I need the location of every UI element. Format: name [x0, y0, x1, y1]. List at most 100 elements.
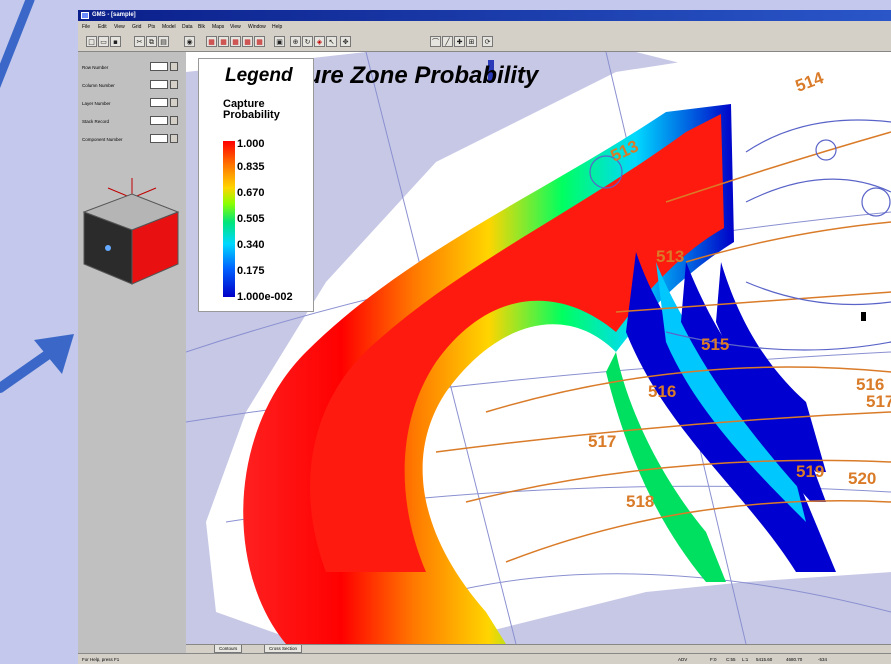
contour-line: [485, 366, 891, 413]
menu-item-file[interactable]: File: [82, 24, 91, 30]
tab-contours[interactable]: Contours: [214, 645, 243, 653]
line-tool-icon[interactable]: ╱: [442, 36, 453, 47]
field-label-row: Row Number: [82, 65, 109, 70]
frame-icon[interactable]: ▣: [274, 36, 285, 47]
point-tool-icon[interactable]: ✚: [454, 36, 465, 47]
well-symbol: [589, 155, 623, 189]
legend-tick: 0.835: [237, 161, 265, 173]
left-panel: Row Number Column Number Layer Number St…: [78, 52, 186, 650]
copy-icon[interactable]: ⧉: [146, 36, 157, 47]
menu-item-view[interactable]: View: [114, 24, 125, 30]
cut-icon[interactable]: ✂: [134, 36, 145, 47]
tab-cross-section[interactable]: Cross Section: [264, 645, 303, 653]
legend-caption: Capture Probability: [223, 98, 280, 121]
row-number-spinner[interactable]: [170, 62, 178, 71]
status-field: C:55: [726, 657, 736, 662]
row-number-input[interactable]: [150, 62, 168, 71]
toolbar: □ ▭ ▪ ✂ ⧉ ▤ ◉ ▦ ▦ ▦ ▦ ▦ ▣ ⊕ ↻ ◈ ↖ ✥ ⌒ ╱ …: [78, 33, 891, 52]
status-field: L:1: [742, 657, 749, 662]
menu-item-window[interactable]: Window: [248, 24, 266, 30]
menu-item-data[interactable]: Data: [182, 24, 193, 30]
window-title: GMS - [sample]: [92, 12, 136, 18]
legend: Legend Capture Probability 1.000 0.835 0…: [198, 58, 314, 312]
zoom-icon[interactable]: ⊕: [290, 36, 301, 47]
save-icon[interactable]: ▪: [110, 36, 121, 47]
menu-item-maps[interactable]: Maps: [212, 24, 225, 30]
select-icon[interactable]: ↖: [326, 36, 337, 47]
slide-arrow-top: [0, 0, 35, 89]
contour-line: [435, 411, 891, 453]
stack-record-spinner[interactable]: [170, 116, 178, 125]
contour-line: [615, 291, 891, 313]
menu-item-grid[interactable]: Grid: [132, 24, 142, 30]
contour-label: 520: [848, 469, 876, 488]
menu-bar: File Edit View Grid Pts Model Data Blk M…: [78, 21, 891, 33]
contour-label: 517: [588, 432, 616, 451]
contour-label: 515: [701, 335, 729, 354]
component-number-spinner[interactable]: [170, 134, 178, 143]
status-field: 4680.70: [786, 657, 803, 662]
refresh-icon[interactable]: ⟳: [482, 36, 493, 47]
map-icon[interactable]: ▦: [254, 36, 265, 47]
legend-tick: 0.670: [237, 187, 265, 199]
map-line: [665, 331, 891, 351]
column-number-input[interactable]: [150, 80, 168, 89]
menu-item-view2[interactable]: View: [230, 24, 241, 30]
slide-arrow-bottom: [0, 334, 74, 393]
field-label-layer: Layer Number: [82, 101, 111, 106]
pan-icon[interactable]: ✥: [340, 36, 351, 47]
capture-streak-5: [606, 352, 726, 582]
status-help-text: For Help, press F1: [82, 657, 120, 662]
legend-title: Legend: [225, 65, 293, 86]
menu-item-blk[interactable]: Blk: [198, 24, 205, 30]
grid-icon[interactable]: ▦: [206, 36, 217, 47]
menu-item-pts[interactable]: Pts: [148, 24, 156, 30]
measure-icon[interactable]: ⊞: [466, 36, 477, 47]
well-symbol: [815, 139, 837, 161]
contour-label: 517: [866, 392, 891, 411]
globe-icon[interactable]: ◉: [184, 36, 195, 47]
scatter-icon[interactable]: ▦: [230, 36, 241, 47]
map-line: [745, 281, 891, 306]
tab-bar: Contours Cross Section: [186, 644, 891, 653]
contour-line: [685, 221, 891, 263]
contour-label: 519: [796, 462, 824, 481]
contour-label: 516: [648, 382, 676, 401]
field-label-component: Component Number: [82, 137, 123, 142]
layer-number-spinner[interactable]: [170, 98, 178, 107]
legend-tick: 0.175: [237, 265, 265, 277]
new-icon[interactable]: □: [86, 36, 97, 47]
paste-icon[interactable]: ▤: [158, 36, 169, 47]
menu-item-edit[interactable]: Edit: [98, 24, 107, 30]
open-icon[interactable]: ▭: [98, 36, 109, 47]
contour-label: 518: [626, 492, 654, 511]
mesh-icon[interactable]: ▦: [218, 36, 229, 47]
field-label-column: Column Number: [82, 83, 115, 88]
orientation-cube-icon[interactable]: [80, 172, 184, 288]
well-marker: [861, 312, 866, 321]
menu-item-model[interactable]: Model: [162, 24, 176, 30]
layer-number-input[interactable]: [150, 98, 168, 107]
column-number-spinner[interactable]: [170, 80, 178, 89]
menu-item-help[interactable]: Help: [272, 24, 283, 30]
component-number-input[interactable]: [150, 134, 168, 143]
contour-tool-icon[interactable]: ⌒: [430, 36, 441, 47]
display-options-icon[interactable]: ◈: [314, 36, 325, 47]
rotate-icon[interactable]: ↻: [302, 36, 313, 47]
stack-record-input[interactable]: [150, 116, 168, 125]
title-bar[interactable]: GMS - [sample]: [78, 10, 891, 21]
well-marker: [488, 60, 494, 82]
borehole-icon[interactable]: ▦: [242, 36, 253, 47]
legend-tick: 0.340: [237, 239, 265, 251]
status-field: -534: [818, 657, 828, 662]
contour-line: [505, 500, 891, 563]
status-field: ADV: [678, 657, 688, 662]
legend-tick: 1.000: [237, 138, 265, 150]
map-line: [745, 119, 891, 153]
legend-tick: 1.000e-002: [237, 291, 293, 303]
contour-line: [665, 131, 891, 203]
status-field: F:0: [710, 657, 717, 662]
app-icon: [81, 12, 89, 19]
capture-zone-map: 514 513 513 515 516 517 517 518 518 519 …: [186, 52, 891, 644]
contour-line: [465, 459, 891, 503]
